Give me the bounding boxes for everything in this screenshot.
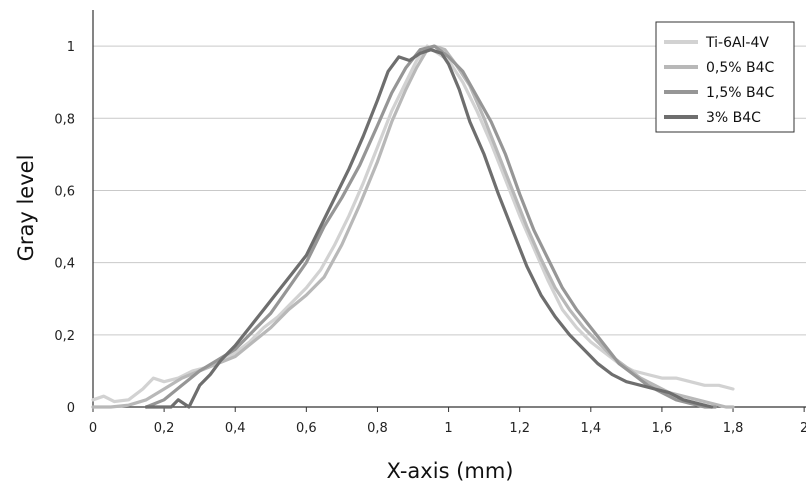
- x-tick-label: 1,8: [723, 421, 744, 436]
- gridlines: [93, 45, 806, 336]
- x-tick-label: 1,2: [509, 421, 530, 436]
- legend-label: 1,5% B4C: [706, 85, 775, 101]
- y-tick-label: 0,4: [54, 257, 75, 272]
- series-line-4: [144, 48, 714, 409]
- x-tick-label: 0,6: [296, 421, 317, 436]
- y-tick-label: 1: [67, 40, 75, 55]
- legend-label: Ti-6Al-4V: [705, 35, 769, 51]
- y-tick-label: 0,2: [54, 329, 75, 344]
- x-tick-labels: 0 0,2 0,4 0,6 0,8 1 1,2 1,4 1,6 1,8 2: [89, 421, 806, 436]
- legend: Ti-6Al-4V 0,5% B4C 1,5% B4C 3% B4C: [655, 21, 795, 133]
- x-axis-title: X-axis (mm): [387, 459, 514, 483]
- legend-label: 0,5% B4C: [706, 60, 775, 76]
- y-tick-label: 0: [67, 401, 75, 416]
- y-tick-label: 0,8: [54, 112, 75, 127]
- y-tick-labels: 0 0,2 0,4 0,6 0,8 1: [54, 40, 75, 416]
- series-lines: [91, 44, 735, 409]
- x-tick-label: 0: [89, 421, 97, 436]
- x-tick-label: 0,4: [225, 421, 246, 436]
- series-line-3: [144, 44, 717, 409]
- y-tick-label: 0,6: [54, 184, 75, 199]
- y-axis-title: Gray level: [14, 155, 38, 262]
- legend-label: 3% B4C: [706, 110, 761, 126]
- x-tick-label: 1: [444, 421, 452, 436]
- x-tick-label: 2: [800, 421, 806, 436]
- x-tick-label: 1,6: [652, 421, 673, 436]
- x-tick-label: 1,4: [580, 421, 601, 436]
- x-tick-label: 0,2: [154, 421, 175, 436]
- x-tick-label: 0,8: [367, 421, 388, 436]
